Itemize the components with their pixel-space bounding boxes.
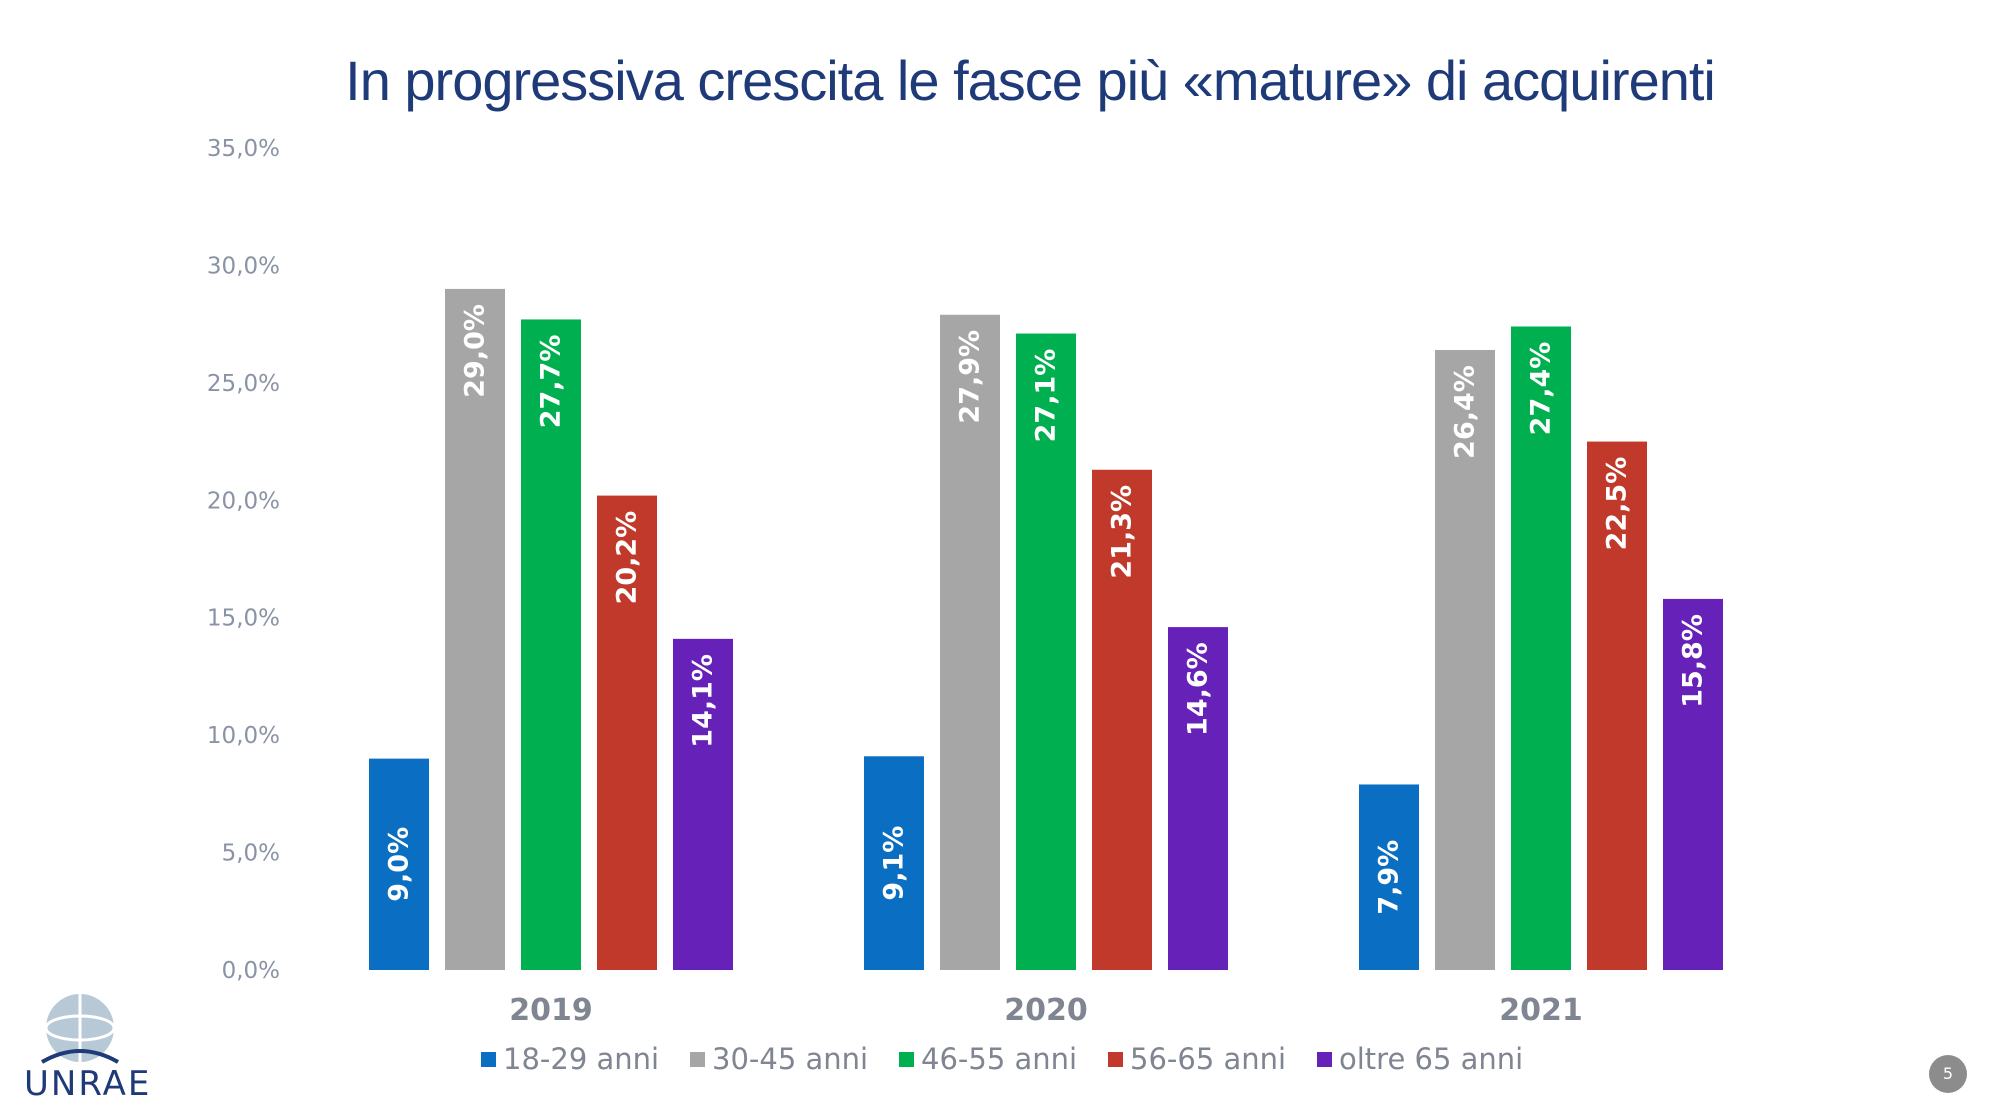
y-tick-label: 20,0% xyxy=(207,488,280,514)
data-label: 29,0% xyxy=(460,304,491,398)
data-label: 9,1% xyxy=(879,826,910,901)
data-label: 15,8% xyxy=(1678,614,1709,708)
page-number: 5 xyxy=(1929,1055,1967,1093)
logo-text: UNRAE xyxy=(24,1064,152,1104)
bar-2021-4 xyxy=(1587,441,1647,971)
legend-label: 30-45 anni xyxy=(712,1042,868,1076)
bar-2021-5 xyxy=(1663,598,1723,970)
data-label: 9,0% xyxy=(384,827,415,902)
legend-label: 56-65 anni xyxy=(1130,1042,1286,1076)
data-label: 27,4% xyxy=(1526,342,1557,436)
data-label: 27,7% xyxy=(536,335,567,429)
legend-label: 18-29 anni xyxy=(503,1042,659,1076)
bar-2019-1 xyxy=(369,758,429,970)
y-axis: 0,0% 5,0% 10,0% 15,0% 20,0% 25,0% 30,0% 35,0% xyxy=(207,136,280,984)
legend: 18-29 anni 30-45 anni 46-55 anni 56-65 anni… xyxy=(481,1042,1523,1076)
data-label: 20,2% xyxy=(612,511,643,605)
bar-2021-3 xyxy=(1511,326,1571,970)
legend-swatch xyxy=(1108,1052,1123,1067)
bar-2020-5 xyxy=(1168,627,1228,970)
page-title: In progressiva crescita le fasce più «ma… xyxy=(345,49,1716,112)
data-label: 27,1% xyxy=(1031,349,1062,443)
legend-swatch xyxy=(481,1052,496,1067)
x-category-label: 2021 xyxy=(1499,993,1583,1028)
bar-2019-5 xyxy=(673,638,733,970)
bar-2020-4 xyxy=(1092,469,1152,970)
data-label: 21,3% xyxy=(1107,485,1138,579)
legend-swatch xyxy=(1317,1052,1332,1067)
bar-2019-4 xyxy=(597,495,657,970)
y-tick-label: 10,0% xyxy=(207,723,280,749)
y-tick-label: 15,0% xyxy=(207,606,280,632)
bar-2020-2 xyxy=(940,314,1000,971)
legend-label: oltre 65 anni xyxy=(1339,1042,1523,1076)
data-label: 14,6% xyxy=(1183,642,1214,736)
bar-2021-2 xyxy=(1435,349,1495,970)
data-label: 26,4% xyxy=(1450,365,1481,459)
legend-swatch xyxy=(690,1052,705,1067)
x-axis: 2019 2020 2021 xyxy=(509,993,1583,1028)
legend-swatch xyxy=(899,1052,914,1067)
bar-2020-1 xyxy=(864,756,924,970)
bars: 9,0% 29,0% 27,7% 20,2% 14,1% 9,1% 27,9% 27,1% 21… xyxy=(369,288,1723,971)
data-label: 27,9% xyxy=(955,330,986,424)
y-tick-label: 25,0% xyxy=(207,371,280,397)
y-tick-label: 30,0% xyxy=(207,253,280,279)
data-label: 7,9% xyxy=(1374,840,1405,915)
data-label: 22,5% xyxy=(1602,457,1633,551)
x-category-label: 2020 xyxy=(1004,993,1088,1028)
bar-2019-2 xyxy=(445,288,505,970)
data-label: 14,1% xyxy=(688,654,719,748)
y-tick-label: 0,0% xyxy=(222,958,280,984)
bar-2019-3 xyxy=(521,319,581,971)
y-tick-label: 5,0% xyxy=(222,841,280,867)
y-tick-label: 35,0% xyxy=(207,136,280,162)
bar-2020-3 xyxy=(1016,333,1076,971)
bar-2021-1 xyxy=(1359,784,1419,970)
unrae-logo xyxy=(40,994,120,1064)
x-category-label: 2019 xyxy=(509,993,593,1028)
legend-label: 46-55 anni xyxy=(921,1042,1077,1076)
